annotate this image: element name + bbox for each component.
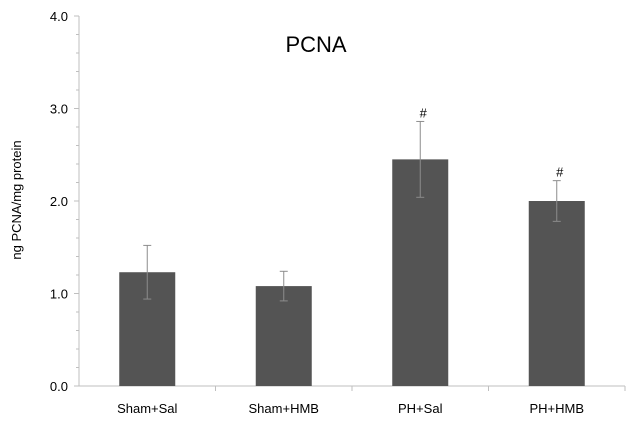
- category-label: Sham+Sal: [117, 401, 177, 416]
- y-ticks: 0.0 1.0 2.0 3.0 4.0: [50, 9, 79, 394]
- chart-title: PCNA: [285, 32, 346, 57]
- category-labels: Sham+Sal Sham+HMB PH+Sal PH+HMB: [117, 386, 626, 416]
- bar: [255, 286, 312, 386]
- y-tick-label: 1.0: [50, 287, 68, 302]
- category-label: PH+Sal: [398, 401, 443, 416]
- bars: ##: [119, 105, 585, 386]
- y-tick-label: 2.0: [50, 194, 68, 209]
- y-tick-label: 4.0: [50, 9, 68, 24]
- y-tick-label: 3.0: [50, 102, 68, 117]
- significance-mark: #: [556, 165, 564, 180]
- bar: [528, 201, 585, 386]
- y-tick-label: 0.0: [50, 379, 68, 394]
- category-label: Sham+HMB: [249, 401, 319, 416]
- significance-mark: #: [420, 105, 428, 120]
- y-axis-label: ng PCNA/mg protein: [9, 140, 24, 259]
- category-label: PH+HMB: [529, 401, 584, 416]
